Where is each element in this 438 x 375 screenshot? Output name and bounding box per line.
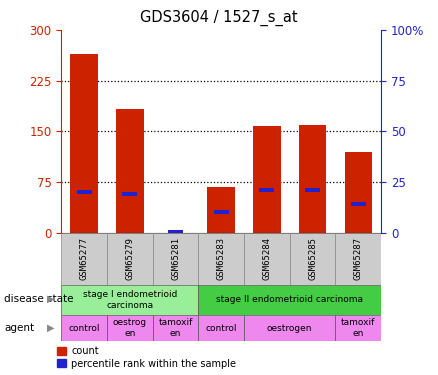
Text: tamoxif
en: tamoxif en	[341, 318, 375, 338]
Text: GSM65284: GSM65284	[262, 237, 272, 280]
Bar	[61, 315, 107, 341]
Bar	[253, 126, 281, 232]
Text: GSM65277: GSM65277	[80, 237, 88, 280]
Text: GDS3604 / 1527_s_at: GDS3604 / 1527_s_at	[140, 9, 298, 26]
Text: GSM65287: GSM65287	[354, 237, 363, 280]
Text: control: control	[205, 324, 237, 333]
Text: agent: agent	[4, 323, 35, 333]
Text: stage II endometrioid carcinoma: stage II endometrioid carcinoma	[216, 296, 363, 304]
Bar	[61, 232, 107, 285]
Text: ▶: ▶	[47, 323, 55, 333]
Bar	[107, 232, 153, 285]
Bar	[244, 315, 336, 341]
Bar	[299, 124, 326, 232]
Text: tamoxif
en: tamoxif en	[158, 318, 193, 338]
Bar	[116, 109, 144, 232]
Bar	[61, 285, 198, 315]
Text: GSM65283: GSM65283	[217, 237, 226, 280]
Bar	[198, 285, 381, 315]
Bar	[336, 315, 381, 341]
Text: oestrog
en: oestrog en	[113, 318, 147, 338]
Bar	[214, 210, 229, 214]
Legend: count, percentile rank within the sample: count, percentile rank within the sample	[57, 346, 236, 369]
Bar	[244, 232, 290, 285]
Bar	[122, 192, 138, 196]
Bar	[198, 315, 244, 341]
Bar	[345, 152, 372, 232]
Bar	[107, 315, 153, 341]
Bar	[198, 232, 244, 285]
Bar	[153, 232, 198, 285]
Text: GSM65279: GSM65279	[125, 237, 134, 280]
Bar	[305, 188, 320, 192]
Bar	[71, 54, 98, 232]
Text: disease state: disease state	[4, 294, 74, 304]
Text: stage I endometrioid
carcinoma: stage I endometrioid carcinoma	[83, 290, 177, 310]
Text: GSM65285: GSM65285	[308, 237, 317, 280]
Text: ▶: ▶	[47, 294, 55, 304]
Bar	[290, 232, 336, 285]
Bar	[208, 187, 235, 232]
Bar	[77, 190, 92, 194]
Bar	[351, 202, 366, 206]
Text: GSM65281: GSM65281	[171, 237, 180, 280]
Bar	[336, 232, 381, 285]
Bar	[259, 188, 274, 192]
Bar	[153, 315, 198, 341]
Bar	[168, 231, 183, 234]
Text: control: control	[68, 324, 100, 333]
Text: oestrogen: oestrogen	[267, 324, 312, 333]
